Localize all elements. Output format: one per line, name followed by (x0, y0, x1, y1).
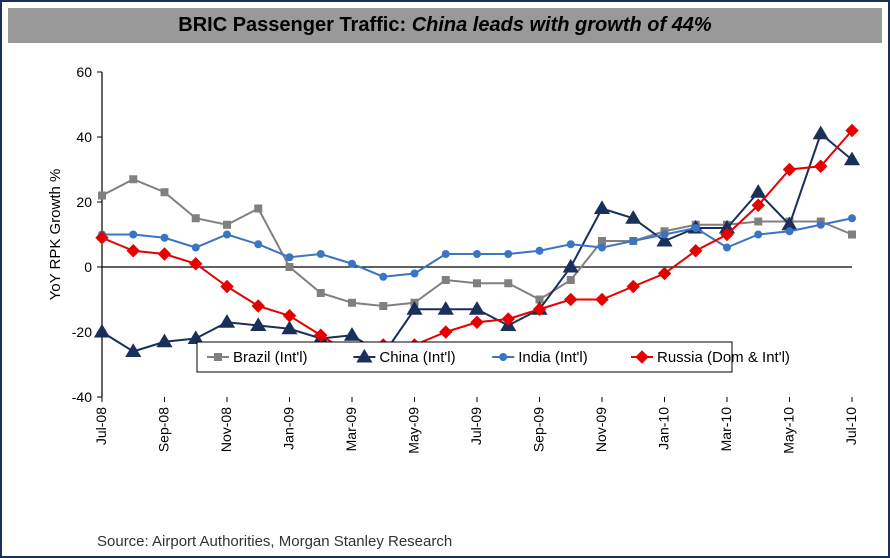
svg-text:Nov-08: Nov-08 (218, 407, 234, 452)
svg-text:Sep-09: Sep-09 (531, 407, 547, 452)
svg-text:China (Int'l): China (Int'l) (379, 349, 455, 366)
svg-text:May-10: May-10 (781, 407, 797, 454)
svg-text:Jul-08: Jul-08 (93, 407, 109, 445)
svg-text:YoY RPK Growth %: YoY RPK Growth % (47, 169, 64, 301)
svg-text:-40: -40 (72, 389, 92, 405)
chart-frame: BRIC Passenger Traffic: China leads with… (0, 0, 890, 558)
svg-text:40: 40 (76, 129, 92, 145)
title-suffix: China leads with growth of 44% (412, 14, 712, 36)
svg-text:Jul-09: Jul-09 (468, 407, 484, 445)
svg-text:Brazil (Int'l): Brazil (Int'l) (233, 349, 308, 366)
svg-text:Mar-10: Mar-10 (718, 407, 734, 452)
source-text: Source: Airport Authorities, Morgan Stan… (97, 533, 452, 550)
svg-text:Jan-09: Jan-09 (281, 407, 297, 450)
chart-title-bar: BRIC Passenger Traffic: China leads with… (8, 8, 882, 43)
line-chart: -40 -20 0 20 40 60 YoY RPK Growth % Jul-08 Sep-0… (42, 57, 872, 527)
svg-text:Russia (Dom & Int'l): Russia (Dom & Int'l) (657, 349, 790, 366)
svg-text:Nov-09: Nov-09 (593, 407, 609, 452)
svg-text:Jul-10: Jul-10 (843, 407, 859, 445)
title-prefix: BRIC Passenger Traffic: (178, 14, 411, 36)
svg-text:-20: -20 (72, 324, 92, 340)
svg-text:Sep-08: Sep-08 (156, 407, 172, 452)
chart-area: -40 -20 0 20 40 60 YoY RPK Growth % Jul-08 Sep-0… (42, 57, 872, 527)
svg-text:India (Int'l): India (Int'l) (518, 349, 588, 366)
svg-text:May-09: May-09 (406, 407, 422, 454)
svg-text:Mar-09: Mar-09 (343, 407, 359, 452)
svg-text:20: 20 (76, 194, 92, 210)
svg-text:0: 0 (84, 259, 92, 275)
svg-text:Jan-10: Jan-10 (656, 407, 672, 450)
svg-text:60: 60 (76, 64, 92, 80)
